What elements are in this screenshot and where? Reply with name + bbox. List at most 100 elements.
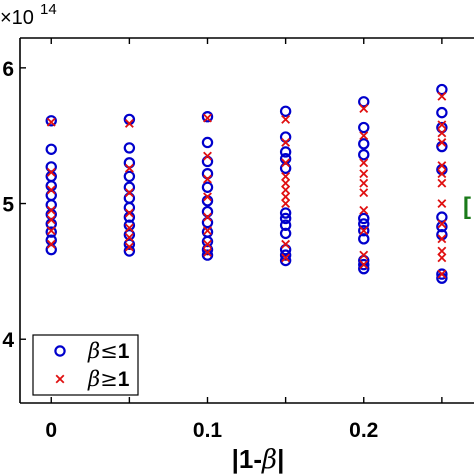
data-point-x (359, 188, 369, 198)
data-point-x (124, 208, 134, 218)
data-point-x (46, 239, 56, 249)
data-point-x (203, 151, 212, 161)
legend-entry-label: β≤1 (87, 339, 130, 363)
x-marker-stroke (203, 174, 212, 184)
x-marker-stroke (437, 169, 447, 179)
x-marker-stroke (437, 138, 447, 147)
data-point-x (124, 119, 134, 128)
data-point-circle (201, 110, 214, 123)
data-point-circle (123, 170, 136, 183)
series-beta-le-1 (45, 83, 448, 284)
x-marker-stroke (46, 215, 56, 225)
x-marker-stroke (437, 199, 447, 208)
data-point-circle (45, 143, 57, 155)
x-marker-stroke (203, 247, 212, 257)
data-point-x (359, 226, 369, 236)
plot-axes (19, 37, 474, 404)
y-tick-label: 5 (2, 194, 14, 217)
data-point-x (359, 178, 369, 188)
data-point-circle (358, 148, 370, 161)
x-marker-stroke (437, 269, 447, 279)
data-point-x (359, 250, 369, 260)
data-point-x (359, 169, 369, 179)
data-point-x (281, 253, 291, 263)
x-marker-stroke (124, 242, 134, 252)
data-point-circle (201, 226, 214, 238)
data-point-x (203, 192, 212, 202)
tick-marks (20, 38, 443, 403)
x-tick-label: 0.1 (193, 419, 223, 442)
data-point-x (203, 113, 212, 123)
x-marker-stroke (281, 178, 291, 188)
x-marker-stroke (124, 208, 134, 218)
data-point-x (281, 158, 291, 168)
data-point-x (46, 205, 56, 215)
data-point-x (437, 169, 447, 179)
x-marker-stroke (359, 226, 369, 236)
data-point-x (437, 246, 447, 256)
data-point-circle (358, 233, 370, 245)
data-point-x (203, 174, 212, 184)
x-marker-stroke (281, 138, 291, 147)
data-point-x (359, 205, 369, 215)
data-point-circle (123, 238, 136, 250)
x-marker-stroke (124, 119, 134, 128)
x-marker-stroke (437, 246, 447, 256)
x-marker-stroke (437, 91, 447, 101)
data-point-x (281, 192, 291, 202)
legend-marker-x (55, 374, 65, 384)
x-marker-stroke (281, 185, 291, 195)
data-point-x (281, 171, 291, 181)
data-point-x (46, 167, 56, 177)
x-marker-stroke (359, 178, 369, 188)
x-marker-stroke (46, 117, 56, 127)
legend: β≤1β≥1 (32, 334, 139, 396)
x-tick-labels: 00.10.20 (45, 419, 378, 442)
data-point-circle (279, 249, 292, 261)
legend-entry-label: β≥1 (87, 367, 130, 391)
x-marker-stroke (55, 374, 65, 384)
x-marker-stroke (359, 158, 369, 168)
data-point-x (437, 128, 447, 138)
data-point-circle (358, 218, 370, 230)
data-point-x (46, 226, 56, 236)
data-point-x (437, 161, 447, 170)
data-point-circle (279, 105, 292, 117)
data-point-x (437, 269, 447, 279)
legend-box (32, 334, 139, 396)
data-point-circle (201, 181, 214, 193)
data-point-x (124, 188, 134, 198)
data-point-x (437, 91, 447, 101)
y-tick-labels: 4 5 6 (2, 58, 14, 352)
x-marker-stroke (437, 219, 447, 229)
data-point-x (437, 138, 447, 147)
data-point-circle (436, 106, 448, 119)
x-marker-stroke (124, 163, 134, 173)
x-marker-stroke (359, 131, 369, 141)
x-marker-stroke (46, 167, 56, 177)
x-marker-stroke (124, 233, 134, 242)
legend-marker-circle (54, 345, 66, 357)
x-marker-stroke (359, 205, 369, 215)
x-marker-stroke (437, 128, 447, 138)
data-point-circle (279, 207, 292, 219)
data-point-x (437, 199, 447, 208)
x-marker-stroke (203, 151, 212, 161)
data-point-x (203, 239, 212, 249)
x-marker-stroke (281, 114, 291, 124)
y-multiplier-exponent: 14 (40, 1, 57, 18)
x-marker-stroke (124, 223, 134, 233)
x-marker-stroke (437, 234, 447, 244)
data-point-x (203, 226, 212, 236)
x-marker-stroke (281, 171, 291, 181)
data-point-circle (436, 268, 448, 280)
data-point-circle (201, 136, 214, 149)
x-marker-stroke (203, 239, 212, 249)
data-point-x (437, 234, 447, 244)
data-point-circle (358, 96, 370, 108)
x-marker-stroke (281, 239, 291, 249)
x-marker-stroke (359, 260, 369, 270)
x-marker-stroke (437, 253, 447, 263)
data-point-circle (279, 254, 292, 267)
data-point-x (46, 185, 56, 195)
